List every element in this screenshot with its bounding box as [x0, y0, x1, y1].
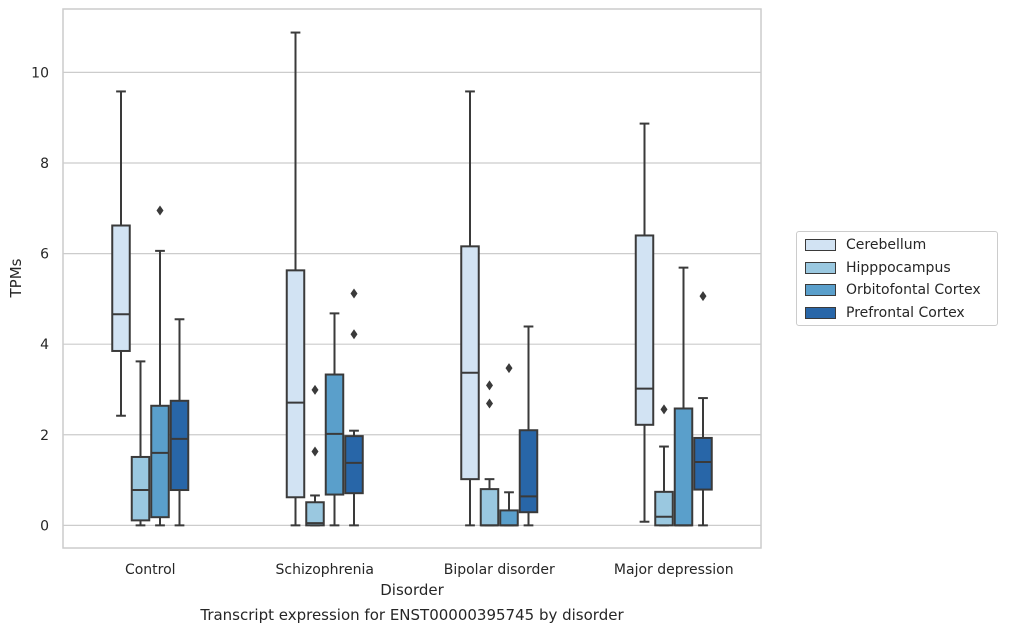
box	[673, 407, 694, 527]
boxplot	[654, 404, 674, 527]
legend-label: Prefrontal Cortex	[846, 304, 965, 321]
legend-item: Cerebellum	[805, 235, 926, 255]
legend-label: Hipppocampus	[846, 259, 951, 276]
y-tick-label: 2	[40, 428, 49, 444]
boxplot	[344, 288, 364, 527]
box	[460, 245, 480, 481]
boxplot	[305, 384, 325, 527]
boxplot	[634, 122, 655, 523]
legend: Cerebellum Hipppocampus Orbitofontal Corte…	[796, 231, 998, 326]
box	[169, 399, 190, 492]
figure-caption: Transcript expression for ENST0000039574…	[200, 606, 624, 624]
outlier-point	[505, 363, 513, 374]
box	[693, 436, 713, 491]
outlier-point	[350, 329, 358, 340]
x-axis-label: Disorder	[380, 581, 444, 599]
legend-label: Orbitofontal Cortex	[846, 282, 981, 298]
box	[344, 435, 364, 495]
x-tick-label: Major depression	[614, 562, 734, 578]
outlier-point	[486, 380, 493, 391]
box	[518, 429, 539, 514]
boxplots	[111, 31, 713, 527]
legend-swatch	[805, 306, 836, 319]
outlier-point	[311, 446, 319, 457]
legend-swatch	[805, 284, 836, 296]
boxplot	[460, 90, 480, 527]
boxplot	[479, 380, 500, 527]
boxplot	[285, 31, 306, 527]
box	[111, 224, 131, 352]
x-tick-label: Bipolar disorder	[444, 562, 555, 578]
boxplot	[324, 312, 345, 527]
legend-item: Prefrontal Cortex	[805, 303, 965, 323]
plot-frame	[62, 8, 762, 549]
y-tick-labels: 0 2 4 6 8 10	[31, 65, 49, 534]
y-axis-label: TPMs	[7, 258, 25, 298]
box	[305, 501, 325, 527]
box	[479, 488, 500, 527]
box	[285, 269, 306, 499]
y-tick-label: 6	[40, 247, 49, 263]
box	[654, 490, 674, 527]
outlier-point	[350, 288, 358, 299]
boxplot	[693, 291, 713, 527]
y-tick-label: 4	[40, 337, 49, 353]
legend-swatch	[805, 261, 836, 274]
legend-item: Orbitofontal Cortex	[805, 280, 981, 300]
x-tick-labels: Control Schizophrenia Bipolar disorder Majo…	[125, 562, 734, 578]
outlier-point	[156, 205, 164, 216]
y-tick-label: 8	[40, 156, 49, 172]
boxplot	[150, 205, 170, 527]
outlier-point	[486, 398, 493, 409]
box	[150, 404, 170, 519]
box	[634, 234, 655, 426]
outlier-point	[699, 291, 707, 302]
y-tick-label: 10	[31, 65, 49, 81]
y-tick-label: 0	[40, 518, 49, 534]
boxplot	[111, 90, 131, 417]
boxplot	[518, 325, 539, 527]
box	[499, 509, 519, 527]
x-tick-label: Schizophrenia	[276, 562, 374, 578]
x-tick-label: Control	[125, 562, 176, 578]
outlier-point	[311, 384, 319, 395]
legend-swatch	[805, 239, 836, 251]
boxplot	[130, 360, 151, 527]
boxplot	[499, 363, 519, 527]
box	[130, 455, 151, 522]
boxplot	[673, 266, 694, 527]
outlier-point	[660, 404, 668, 415]
legend-item: Hipppocampus	[805, 258, 951, 278]
legend-label: Cerebellum	[846, 237, 927, 253]
boxplot	[169, 318, 190, 527]
